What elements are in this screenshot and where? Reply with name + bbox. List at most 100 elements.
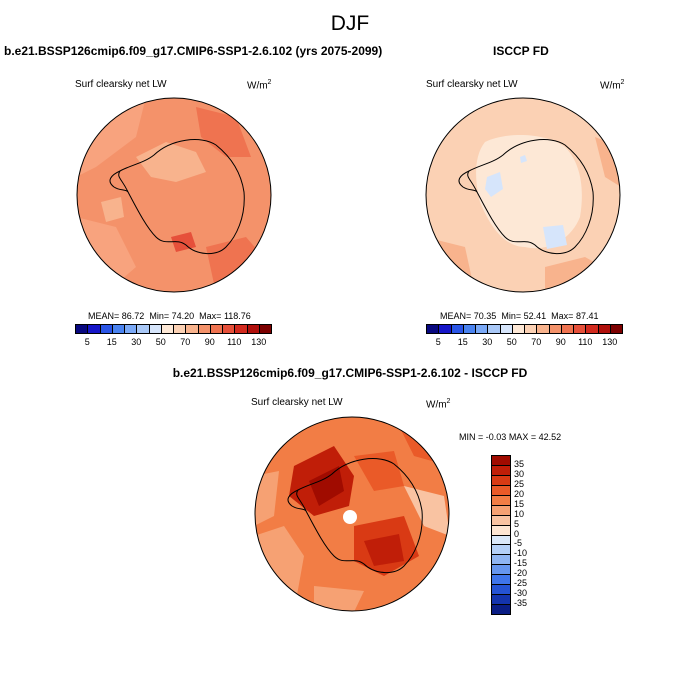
colorbar-tick-label: -20 [514, 568, 528, 579]
panel-1-variable: Surf clearsky net LW [75, 79, 167, 90]
antarctica-coastline [118, 139, 245, 254]
field-region [101, 197, 124, 222]
colorbar-tick-label: 70 [531, 337, 542, 347]
antarctica-coastline [467, 139, 594, 254]
colorbar-panel-3 [491, 455, 511, 615]
field-region [136, 142, 206, 182]
pole-hole [343, 510, 357, 524]
colorbar-swatch [462, 324, 476, 334]
colorbar-swatch [75, 324, 89, 334]
colorbar-tick-label: 30 [482, 337, 493, 347]
colorbar-tick-label: 25 [514, 478, 525, 489]
colorbar-swatch [160, 324, 174, 334]
map-boundary [254, 416, 450, 612]
colorbar-swatch [511, 324, 525, 334]
colorbar-swatch [426, 324, 440, 334]
figure-title: DJF [330, 12, 370, 35]
panel-2-units: W/m2 [600, 79, 625, 92]
panel-2-stats: MEAN= 70.35 Min= 52.41 Max= 87.41 [440, 311, 599, 321]
colorbar-tick-label: -25 [514, 578, 528, 589]
map-boundary [76, 97, 272, 293]
colorbar-swatch [585, 324, 599, 334]
colorbar-tick-label: 50 [155, 337, 166, 347]
colorbar-swatch [99, 324, 113, 334]
field-region [196, 107, 251, 157]
colorbar-swatch [173, 324, 187, 334]
peninsula-coastline [458, 170, 478, 193]
colorbar-tick-label: -35 [514, 598, 528, 609]
colorbar-swatch [560, 324, 574, 334]
peninsula-coastline [109, 170, 129, 193]
colorbar-swatch [87, 324, 101, 334]
colorbar-swatch [491, 604, 511, 615]
colorbar-tick-label: 50 [506, 337, 517, 347]
colorbar-panel-2-ticks: 5 15 30 50 70 90 110 130 [426, 337, 622, 349]
peninsula-coastline [287, 489, 307, 512]
colorbar-swatch [136, 324, 150, 334]
colorbar-swatch [499, 324, 513, 334]
field-region [354, 451, 404, 491]
colorbar-panel-3-ticks: 35 30 25 20 15 10 5 0 -5 -10 -15 -20 -25 -30 -35 [514, 455, 554, 614]
colorbar-tick-label: 10 [514, 508, 525, 519]
field-region [485, 172, 503, 197]
field-region [309, 466, 344, 506]
colorbar-tick-label: 130 [602, 337, 618, 347]
panel-3-units: W/m2 [426, 398, 451, 411]
colorbar-tick-label: 30 [514, 468, 525, 479]
panel-2-title: ISCCP FD [493, 44, 549, 58]
colorbar-tick-label: 15 [457, 337, 468, 347]
colorbar-tick-label: 110 [227, 337, 242, 347]
field-region [404, 486, 449, 536]
colorbar-swatch [258, 324, 272, 334]
colorbar-tick-label: 110 [578, 337, 593, 347]
field-region [171, 232, 196, 252]
colorbar-swatch [234, 324, 248, 334]
colorbar-tick-label: 90 [555, 337, 566, 347]
colorbar-swatch [185, 324, 199, 334]
antarctica-coastline [296, 458, 423, 573]
panel-3-title: b.e21.BSSP126cmip6.f09_g17.CMIP6-SSP1-2.… [172, 366, 528, 380]
colorbar-swatch [536, 324, 550, 334]
panel-2-map [425, 97, 621, 293]
colorbar-tick-label: 30 [131, 337, 142, 347]
colorbar-panel-1-ticks: 5 15 30 50 70 90 110 130 [75, 337, 271, 349]
colorbar-swatch [148, 324, 162, 334]
colorbar-tick-label: -15 [514, 558, 528, 569]
field-region [520, 155, 527, 163]
colorbar-tick-label: -30 [514, 588, 528, 599]
colorbar-tick-label: 0 [514, 528, 520, 539]
colorbar-tick-label: 90 [204, 337, 215, 347]
colorbar-swatch [573, 324, 587, 334]
colorbar-swatch [246, 324, 260, 334]
panel-3-variable: Surf clearsky net LW [251, 397, 343, 408]
colorbar-swatch [475, 324, 489, 334]
panel-1-title: b.e21.BSSP126cmip6.f09_g17.CMIP6-SSP1-2.… [4, 44, 383, 58]
field-region [364, 534, 404, 566]
colorbar-swatch [487, 324, 501, 334]
colorbar-tick-label: 20 [514, 488, 525, 499]
colorbar-tick-label: 5 [84, 337, 90, 347]
colorbar-swatch [438, 324, 452, 334]
colorbar-swatch [124, 324, 138, 334]
colorbar-swatch [548, 324, 562, 334]
colorbar-tick-label: 15 [106, 337, 117, 347]
colorbar-swatch [111, 324, 125, 334]
field-region [314, 586, 364, 611]
colorbar-tick-label: -5 [514, 538, 523, 549]
field-region [543, 225, 567, 249]
colorbar-tick-label: 35 [514, 458, 525, 469]
colorbar-swatch [609, 324, 623, 334]
panel-1-units: W/m2 [247, 79, 272, 92]
colorbar-swatch [209, 324, 223, 334]
colorbar-tick-label: 130 [251, 337, 267, 347]
colorbar-panel-2 [426, 324, 623, 334]
panel-3-stats: MIN = -0.03 MAX = 42.52 [459, 432, 562, 442]
colorbar-tick-label: 70 [180, 337, 191, 347]
colorbar-tick-label: -10 [514, 548, 528, 559]
field-region [476, 135, 582, 249]
colorbar-swatch [197, 324, 211, 334]
colorbar-tick-label: 15 [514, 498, 525, 509]
field-region [255, 471, 279, 526]
colorbar-swatch [524, 324, 538, 334]
map-boundary [425, 97, 621, 293]
